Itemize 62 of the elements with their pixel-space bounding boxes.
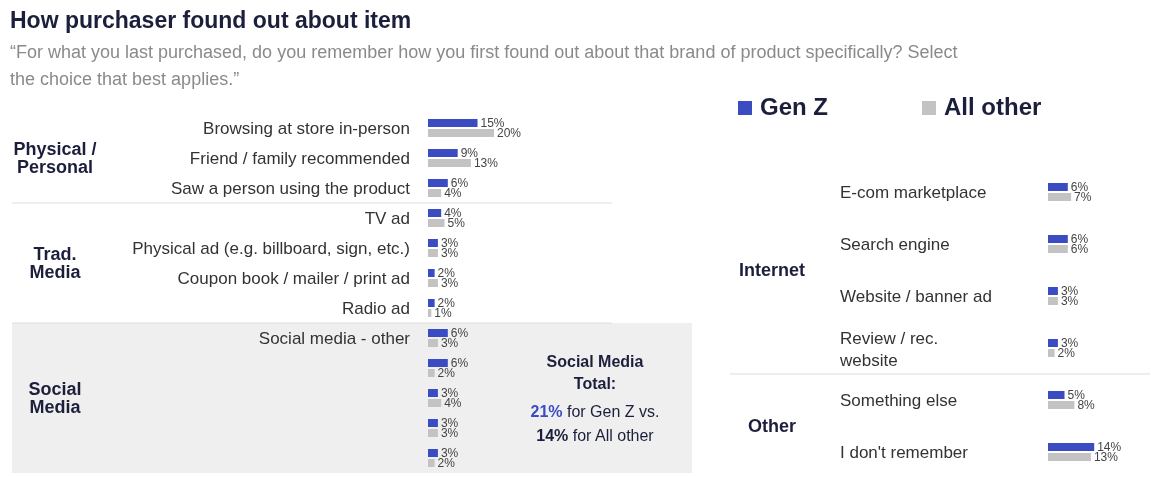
bar xyxy=(428,159,471,167)
legend-label: All other xyxy=(944,93,1042,120)
bar xyxy=(428,419,438,427)
bar xyxy=(428,329,448,337)
bar xyxy=(428,179,448,187)
bar xyxy=(1048,339,1058,347)
bar xyxy=(1048,349,1055,357)
y-tick-label: Social media - other xyxy=(258,329,411,348)
y-tick-label: Search engine xyxy=(840,235,950,254)
y-tick-label: TV ad xyxy=(364,209,410,228)
bar xyxy=(428,189,442,197)
bar xyxy=(428,369,435,377)
y-tick-label: Browsing at store in-person xyxy=(203,119,410,138)
bar xyxy=(428,399,442,407)
bar xyxy=(428,459,435,467)
text: How purchaser found out about item xyxy=(10,7,412,33)
bar xyxy=(1048,235,1068,243)
bar xyxy=(428,359,448,367)
y-tick-label: E-com marketplace xyxy=(840,183,987,202)
y-tick-label: Coupon book / mailer / print ad xyxy=(177,269,410,288)
bar xyxy=(428,279,438,287)
y-tick-label: Radio ad xyxy=(341,299,410,318)
y-tick-label: Review / rec. website xyxy=(839,329,939,370)
bar xyxy=(1048,193,1072,201)
bar xyxy=(1048,391,1065,399)
bar xyxy=(428,249,438,257)
bar xyxy=(1048,297,1058,305)
bar xyxy=(1048,401,1075,409)
text: Physical / Personal xyxy=(13,139,97,177)
bar xyxy=(1048,443,1095,451)
y-tick-label: Physical ad (e.g. billboard, sign, etc.) xyxy=(132,239,410,258)
bar xyxy=(428,389,438,397)
y-tick-label: Website / banner ad xyxy=(840,287,992,306)
bar xyxy=(428,299,435,307)
bar xyxy=(428,339,438,347)
bar xyxy=(428,449,438,457)
bar xyxy=(428,149,458,157)
bar xyxy=(428,269,435,277)
bar xyxy=(428,429,438,437)
text: 14% for All other xyxy=(536,427,655,444)
y-tick-label: Something else xyxy=(840,391,958,410)
bar xyxy=(1048,183,1068,191)
y-tick-label: Friend / family recommended xyxy=(189,149,410,168)
y-tick-label: Saw a person using the product xyxy=(170,179,411,198)
chart-subtitle: “For what you last purchased, do you remember how you first found out about that brand of product specifically? Select the choice that best applies.” xyxy=(10,42,958,89)
bar xyxy=(1048,245,1068,253)
bar xyxy=(1048,453,1091,461)
bar xyxy=(428,129,494,137)
text: Internet xyxy=(738,260,806,280)
bar xyxy=(428,239,438,247)
bar xyxy=(1048,287,1058,295)
legend-label: Gen Z xyxy=(760,93,829,120)
text: Social Media xyxy=(28,379,82,417)
bar xyxy=(428,219,445,227)
text: 21% for Gen Z vs. xyxy=(530,403,660,420)
text: Social Media Total: xyxy=(546,353,644,392)
bar xyxy=(428,309,432,317)
text: Other xyxy=(747,416,797,436)
bar xyxy=(428,209,442,217)
y-tick-label: I don't remember xyxy=(840,443,969,462)
bar xyxy=(428,119,478,127)
text: Trad. Media xyxy=(29,244,82,282)
